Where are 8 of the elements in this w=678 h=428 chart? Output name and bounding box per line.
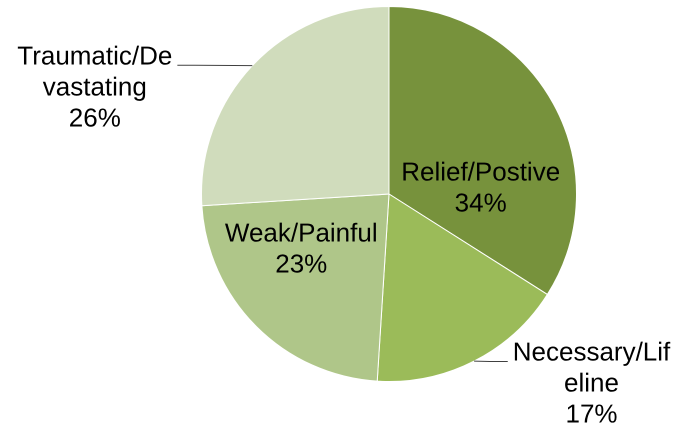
data-label: 26% — [68, 102, 121, 132]
data-label: 23% — [275, 248, 328, 279]
data-label: 34% — [454, 188, 507, 218]
slice-label: Relief/Postive — [401, 156, 560, 187]
slice-label: Necessary/Lifeline — [512, 336, 672, 398]
slice-label: Weak/Painful — [224, 218, 378, 248]
data-label: 17% — [565, 398, 618, 428]
slice-label: Traumatic/Devastating — [17, 40, 172, 102]
